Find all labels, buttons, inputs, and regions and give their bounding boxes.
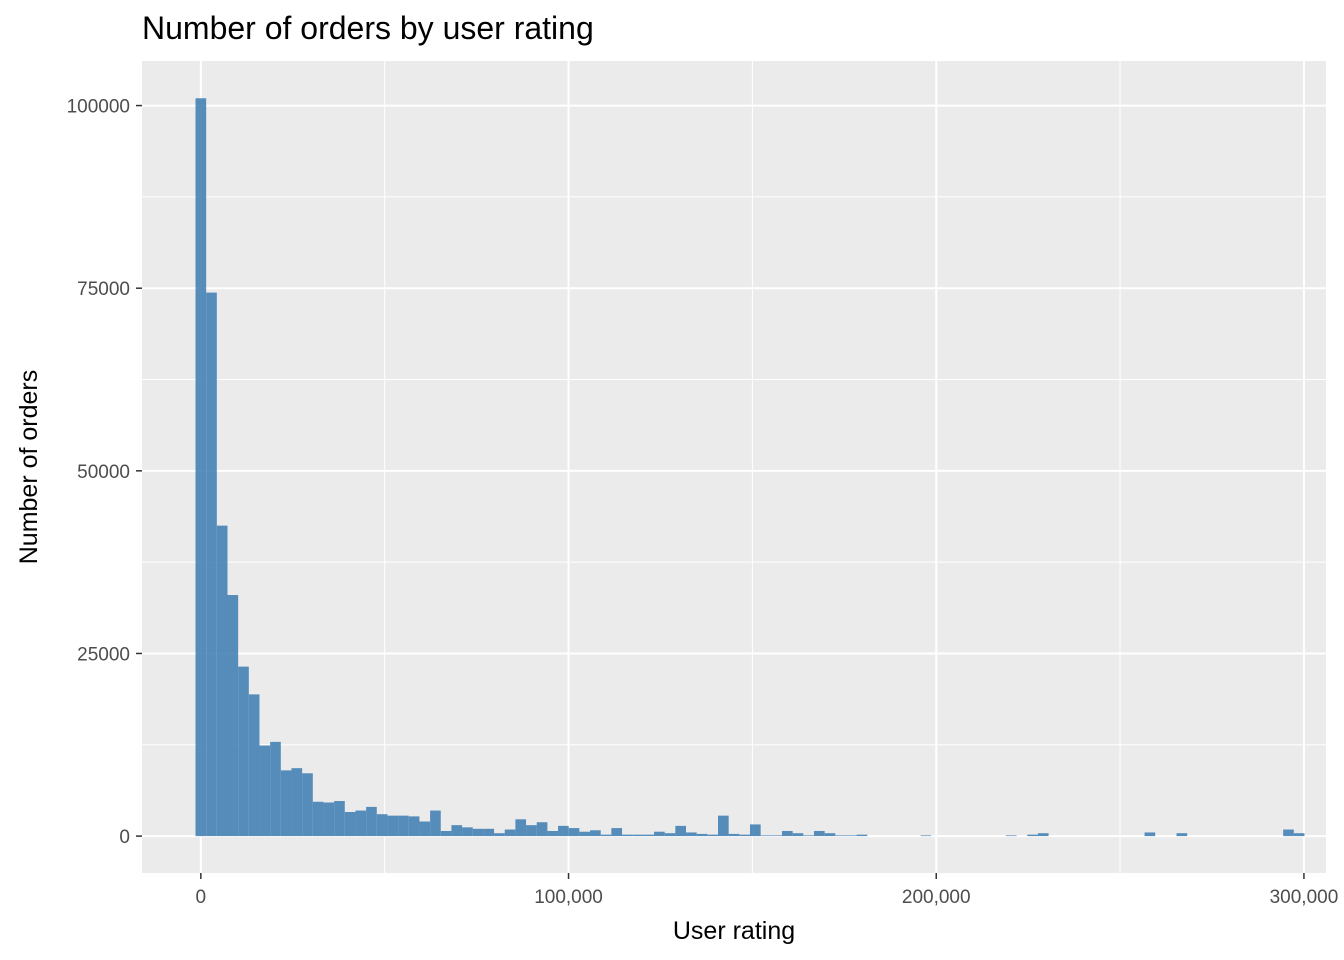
- histogram-bar: [1283, 829, 1294, 837]
- histogram-bar: [323, 802, 335, 837]
- histogram-bars: [195, 98, 1305, 837]
- histogram-bar: [1037, 833, 1049, 837]
- histogram-bar: [792, 833, 804, 837]
- histogram-bar: [259, 745, 271, 837]
- histogram-bar: [238, 666, 249, 837]
- histogram-bar: [376, 814, 388, 837]
- y-tick-label: 75000: [77, 279, 130, 300]
- histogram-bar: [387, 815, 399, 837]
- histogram-bar: [1144, 832, 1156, 837]
- histogram-bar: [472, 828, 484, 837]
- histogram-bar: [739, 834, 750, 837]
- histogram-bar: [835, 835, 846, 837]
- histogram-bar: [675, 825, 687, 837]
- histogram-bar: [334, 801, 345, 837]
- histogram-bar: [611, 828, 623, 837]
- y-tick-label: 25000: [77, 644, 130, 665]
- histogram-bar: [1293, 833, 1305, 837]
- histogram-bar: [419, 821, 431, 837]
- histogram-bar: [355, 810, 367, 837]
- histogram-bar: [248, 694, 260, 837]
- histogram-bar: [430, 810, 441, 837]
- x-axis-title: User rating: [673, 917, 795, 945]
- histogram-bar: [686, 832, 697, 837]
- histogram-bar: [504, 829, 516, 837]
- histogram-bar: [206, 292, 217, 837]
- histogram-bar: [749, 824, 761, 837]
- histogram-bar: [494, 833, 505, 837]
- histogram-bar: [1176, 833, 1188, 837]
- histogram-bar: [824, 833, 836, 837]
- histogram-bar: [654, 831, 665, 837]
- y-tick-label: 0: [119, 827, 130, 848]
- histogram-bar: [781, 830, 793, 837]
- histogram-bar: [803, 835, 814, 837]
- y-axis-title: Number of orders: [15, 370, 43, 565]
- y-tick-labels: 0 25000 50000 75000 100000: [67, 97, 130, 849]
- histogram-bar: [760, 835, 772, 837]
- histogram-bar: [558, 825, 569, 837]
- histogram-bar: [590, 830, 601, 837]
- histogram-bar: [280, 770, 292, 837]
- histogram-bar: [643, 834, 655, 837]
- histogram-bar: [1005, 835, 1017, 837]
- histogram-bar: [451, 825, 463, 837]
- histogram-bar: [344, 811, 356, 837]
- histogram-bar: [302, 773, 313, 837]
- x-tick-label: 0: [196, 887, 207, 908]
- histogram-bar: [270, 741, 281, 837]
- histogram-bar: [771, 835, 782, 837]
- histogram-bar: [622, 834, 633, 837]
- histogram-bar: [718, 815, 729, 837]
- minor-gridlines: [142, 61, 1326, 873]
- histogram-bar: [696, 833, 708, 837]
- y-tick-label: 100000: [67, 97, 130, 118]
- x-tick-label: 300,000: [1270, 887, 1339, 908]
- plot-panel: [142, 61, 1326, 873]
- histogram-bar: [483, 828, 495, 837]
- histogram-bar: [216, 525, 228, 837]
- histogram-bar: [526, 825, 537, 837]
- histogram-bar: [568, 828, 580, 837]
- histogram-bar: [227, 595, 239, 837]
- histogram-bar: [462, 827, 473, 837]
- histogram-bar: [398, 815, 409, 837]
- histogram-bar: [813, 830, 825, 837]
- histogram-bar: [547, 830, 559, 837]
- histogram-bar: [312, 801, 324, 837]
- y-tick-label: 50000: [77, 462, 130, 483]
- histogram-bar: [515, 819, 527, 837]
- histogram-bar: [291, 768, 303, 837]
- chart-title: Number of orders by user rating: [142, 10, 594, 46]
- axis-ticks: [136, 104, 1305, 879]
- histogram-bar: [632, 834, 644, 837]
- histogram-bar: [1027, 834, 1038, 837]
- histogram-bar: [536, 822, 548, 837]
- histogram-bar: [920, 835, 932, 837]
- histogram-bar: [728, 833, 740, 837]
- histogram-bar: [845, 835, 857, 837]
- histogram-bar: [707, 834, 719, 837]
- histogram-bar: [366, 806, 377, 837]
- x-tick-labels: 0 100,000 200,000 300,000: [196, 887, 1339, 908]
- histogram-bar: [195, 98, 207, 837]
- histogram-bar: [408, 816, 420, 837]
- x-tick-label: 200,000: [902, 887, 971, 908]
- histogram-bar: [856, 834, 868, 837]
- histogram-bar: [600, 834, 612, 837]
- histogram-bar: [664, 833, 676, 837]
- histogram-bar: [579, 831, 591, 837]
- x-tick-label: 100,000: [534, 887, 603, 908]
- histogram-bar: [440, 830, 452, 837]
